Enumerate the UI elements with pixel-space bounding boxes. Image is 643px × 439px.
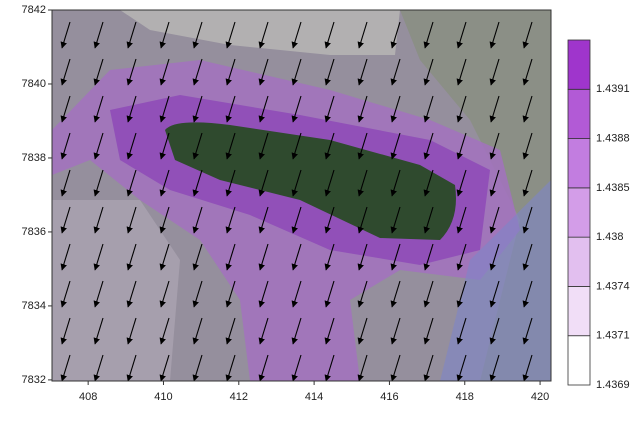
x-tick-label: 418 xyxy=(456,391,474,403)
colorbar-label: 1.4388 xyxy=(596,132,630,144)
vector-arrow xyxy=(557,318,565,344)
colorbar-label: 1.4371 xyxy=(596,330,630,342)
map-figure: 408 410 412 414 416 418 420 7832 7834 7836 7838 784… xyxy=(0,0,643,434)
x-tick-label: 414 xyxy=(305,391,323,403)
x-tick-label: 412 xyxy=(230,391,248,403)
colorbar-box xyxy=(568,40,590,89)
colorbar-box xyxy=(568,237,590,286)
map-layer xyxy=(52,10,565,418)
y-tick-label: 7840 xyxy=(22,78,46,90)
y-tick-label: 7842 xyxy=(22,4,46,16)
vector-arrow xyxy=(557,244,565,270)
colorbar-label: 1.438 xyxy=(596,231,624,243)
y-tick-label: 7834 xyxy=(22,300,46,312)
vector-arrow xyxy=(62,392,70,418)
colorbar-box xyxy=(568,139,590,188)
x-tick-label: 408 xyxy=(79,391,97,403)
vector-arrow xyxy=(557,96,565,122)
colorbar-label: 1.4391 xyxy=(596,83,630,95)
vector-arrow xyxy=(557,59,565,85)
vector-arrow xyxy=(260,392,268,418)
vector-arrow xyxy=(293,392,301,418)
colorbar: 1.4369 1.4371 1.4374 1.438 1.4385 1.4388 1.439… xyxy=(568,40,630,391)
x-tick-label: 420 xyxy=(531,391,549,403)
colorbar-box xyxy=(568,286,590,335)
vector-arrow xyxy=(557,355,565,381)
vector-arrow xyxy=(425,392,433,418)
colorbar-box xyxy=(568,188,590,237)
x-tick-label: 416 xyxy=(380,391,398,403)
vector-arrow xyxy=(557,392,565,418)
vector-arrow xyxy=(557,207,565,233)
vector-arrow xyxy=(326,392,334,418)
vector-arrow xyxy=(194,392,202,418)
y-tick-label: 7836 xyxy=(22,226,46,238)
y-tick-label: 7838 xyxy=(22,152,46,164)
y-tick-label: 7832 xyxy=(22,374,46,386)
colorbar-box xyxy=(568,336,590,385)
vector-arrow xyxy=(557,281,565,307)
colorbar-label: 1.4369 xyxy=(596,379,630,391)
x-tick-label: 410 xyxy=(154,391,172,403)
colorbar-label: 1.4374 xyxy=(596,280,630,292)
vector-arrow xyxy=(491,392,499,418)
vector-arrow xyxy=(557,22,565,48)
vector-arrow xyxy=(359,392,367,418)
colorbar-label: 1.4385 xyxy=(596,182,630,194)
colorbar-box xyxy=(568,89,590,138)
vector-arrow xyxy=(557,170,565,196)
vector-arrow xyxy=(128,392,136,418)
vector-arrow xyxy=(557,133,565,159)
